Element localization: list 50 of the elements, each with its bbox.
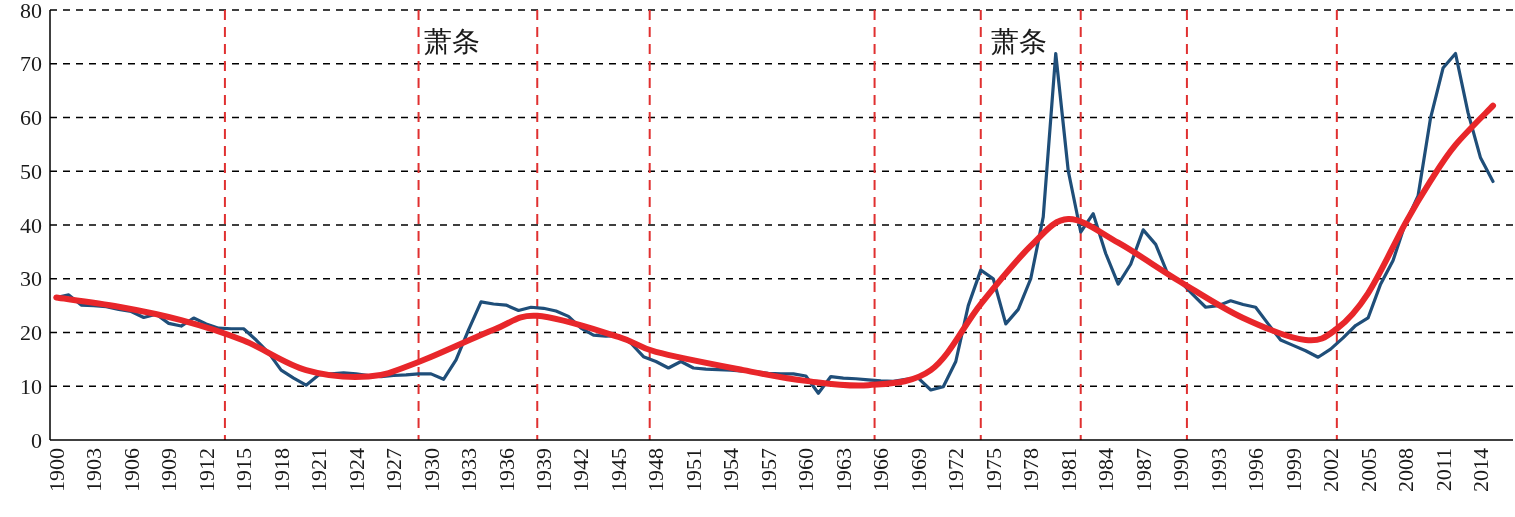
x-tick-label: 1900	[43, 448, 69, 492]
y-tick-label: 70	[20, 51, 42, 77]
x-tick-label: 1942	[568, 448, 594, 492]
x-tick-label: 1924	[343, 448, 369, 492]
y-tick-label: 60	[20, 105, 42, 130]
y-tick-label: 50	[20, 158, 42, 184]
x-tick-label: 1936	[493, 448, 519, 492]
x-tick-label: 1951	[680, 448, 706, 492]
y-tick-label: 10	[20, 373, 42, 399]
annotation: 萧条	[990, 26, 1047, 58]
x-tick-label: 2005	[1355, 448, 1381, 492]
x-tick-label: 1975	[980, 448, 1006, 492]
y-tick-label: 20	[20, 320, 42, 345]
x-tick-label: 1918	[268, 448, 294, 492]
x-tick-label: 1957	[755, 448, 781, 492]
x-tick-label: 1915	[231, 448, 257, 492]
x-tick-label: 1963	[830, 448, 856, 492]
x-tick-label: 1954	[718, 448, 744, 492]
x-tick-label: 1978	[1018, 448, 1044, 492]
x-tick-label: 1939	[531, 448, 556, 492]
y-tick-label: 40	[20, 212, 42, 238]
annotation: 萧条	[424, 26, 481, 58]
x-tick-label: 1990	[1168, 448, 1194, 492]
x-tick-label: 1933	[456, 448, 482, 492]
x-tick-label: 1948	[643, 448, 669, 492]
y-tick-label: 80	[20, 0, 42, 23]
x-tick-label: 2002	[1318, 448, 1344, 492]
x-tick-label: 1930	[418, 448, 444, 492]
x-tick-label: 1960	[793, 448, 819, 492]
y-tick-label: 0	[31, 427, 42, 453]
x-tick-label: 1945	[605, 448, 631, 492]
x-tick-label: 1984	[1093, 448, 1119, 492]
x-tick-label: 1906	[118, 448, 144, 492]
x-tick-label: 1987	[1130, 448, 1156, 492]
x-tick-label: 1927	[381, 448, 407, 492]
x-tick-label: 1921	[306, 448, 332, 492]
x-tick-label: 1996	[1243, 448, 1269, 492]
x-tick-label: 1903	[81, 448, 107, 492]
x-tick-label: 1969	[905, 448, 931, 492]
x-tick-label: 2008	[1393, 448, 1419, 492]
x-tick-label: 1909	[156, 448, 182, 492]
x-tick-label: 1993	[1205, 448, 1231, 492]
x-tick-label: 2011	[1430, 448, 1456, 492]
x-tick-label: 1972	[943, 448, 969, 492]
x-tick-label: 1966	[868, 448, 894, 492]
x-tick-label: 2014	[1468, 448, 1494, 492]
x-tick-label: 1999	[1280, 448, 1306, 492]
x-tick-label: 1981	[1055, 448, 1081, 492]
y-tick-label: 30	[20, 266, 42, 292]
x-tick-label: 1912	[193, 448, 219, 492]
